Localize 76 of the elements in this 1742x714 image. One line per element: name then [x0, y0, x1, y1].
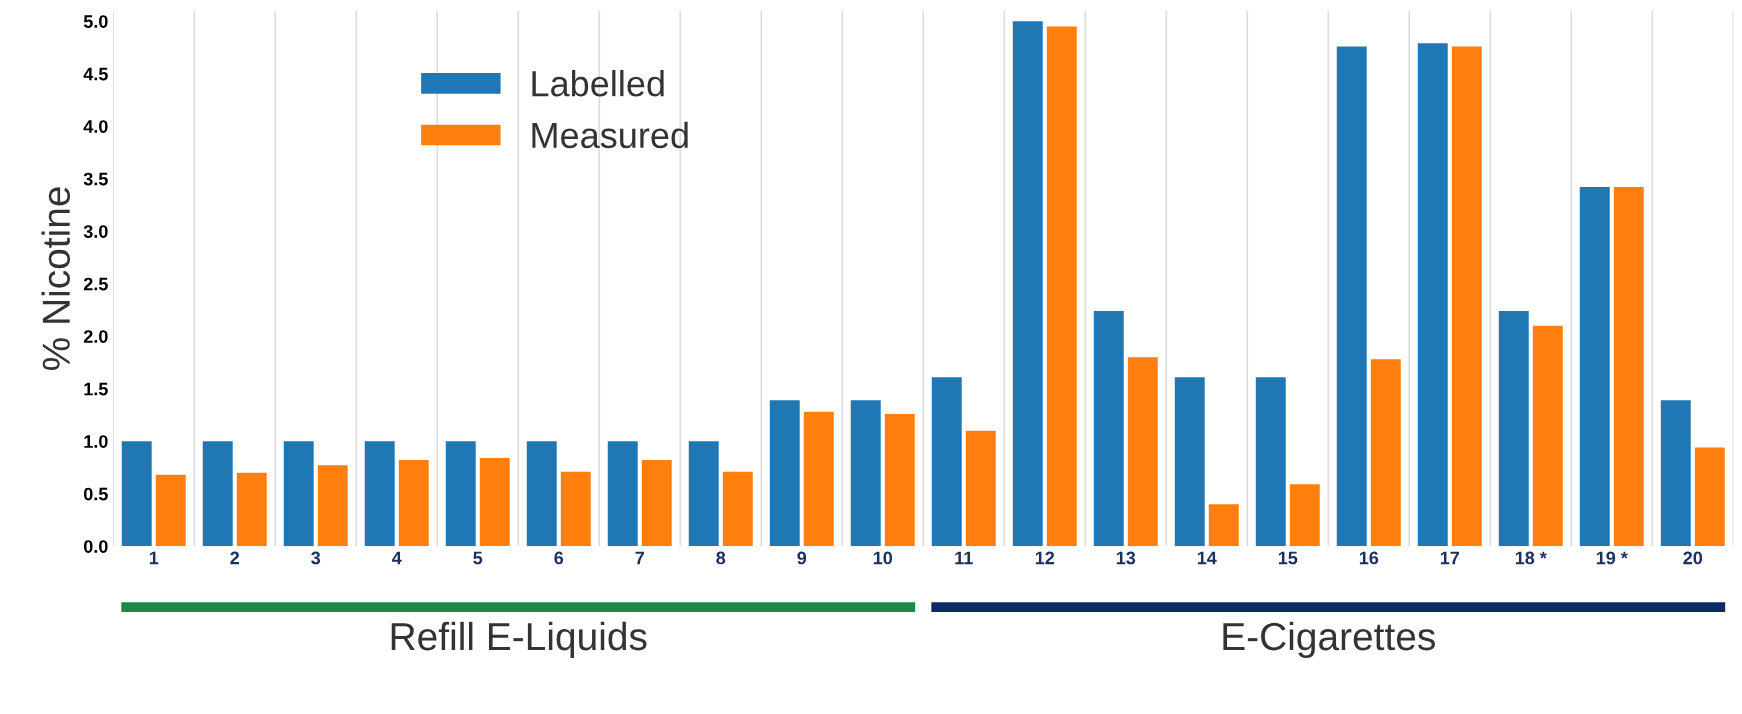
bar	[1694, 447, 1725, 547]
bar	[1289, 484, 1320, 547]
x-tick-label: 9	[797, 551, 807, 565]
bar	[1127, 357, 1158, 547]
bar	[1208, 504, 1239, 547]
x-tick-label: 12	[1035, 551, 1055, 565]
bar	[283, 441, 314, 547]
bar	[1336, 46, 1367, 547]
legend-label: Labelled	[532, 69, 664, 97]
bar	[1451, 46, 1482, 547]
y-tick-label: 4.0	[83, 120, 108, 133]
bar	[850, 400, 881, 547]
x-tick-label: 1	[149, 551, 159, 565]
text: E-Cigarettes	[1223, 621, 1435, 659]
x-tick-label: 4	[391, 551, 402, 565]
y-tick-label: 2.5	[83, 277, 108, 291]
y-tick-label: 1.5	[84, 382, 108, 396]
bar	[965, 430, 996, 547]
x-tick-label: 8	[716, 551, 726, 565]
y-tick-label: 2.0	[83, 330, 108, 343]
y-tick-label: 0.0	[83, 540, 108, 553]
legend-label: Measured	[532, 121, 688, 149]
bar	[526, 441, 557, 547]
bar	[1532, 325, 1563, 547]
bar	[1174, 377, 1205, 547]
bar	[236, 472, 267, 547]
x-tick-label: 14	[1197, 551, 1217, 565]
x-tick-label: 10	[873, 551, 893, 565]
bar	[155, 474, 186, 547]
bar	[364, 441, 395, 547]
y-axis-title: % Nicotine	[41, 187, 71, 371]
y-tick-label: 0.5	[83, 487, 108, 501]
x-tick-label: 16	[1359, 551, 1379, 565]
x-tick-label: 19 *	[1596, 551, 1628, 565]
x-tick-label: 7	[635, 551, 644, 565]
bar	[1046, 26, 1077, 547]
bar	[722, 471, 753, 547]
x-tick-label: 3	[311, 551, 321, 565]
x-tick-label: 15	[1278, 551, 1298, 565]
bar	[688, 441, 719, 547]
bar	[1255, 377, 1286, 547]
bar	[479, 458, 510, 547]
x-tick-label: 5	[473, 551, 483, 565]
bar	[1012, 21, 1043, 547]
x-tick-label: 17	[1440, 551, 1460, 565]
x-tick-label: 18 *	[1515, 551, 1547, 565]
y-tick-label: 1.0	[84, 435, 108, 448]
bar	[317, 465, 348, 547]
bar	[1613, 187, 1644, 547]
bar	[202, 441, 233, 547]
y-tick-label: 3.0	[83, 225, 108, 238]
bar	[607, 441, 638, 547]
bar	[769, 400, 800, 547]
bar	[884, 413, 915, 547]
bar	[1417, 43, 1448, 547]
x-tick-label: 13	[1116, 551, 1136, 565]
y-tick-label: 3.5	[83, 172, 108, 186]
x-tick-label: 6	[554, 551, 564, 565]
bar	[641, 460, 672, 547]
x-tick-label: 2	[230, 551, 240, 565]
bar	[398, 460, 429, 547]
bar	[1579, 187, 1610, 547]
bar	[121, 441, 152, 547]
bar	[1370, 359, 1401, 547]
bar	[445, 441, 476, 547]
bar	[1660, 400, 1691, 547]
bar	[1093, 311, 1124, 547]
bar	[803, 411, 834, 547]
x-tick-label: 20	[1683, 551, 1703, 565]
bar	[560, 471, 591, 547]
bar	[931, 377, 962, 547]
text: Refill E-Liquids	[391, 621, 647, 659]
bar	[1498, 311, 1529, 547]
y-tick-label: 4.5	[83, 67, 108, 81]
x-tick-label: 11	[955, 551, 973, 565]
y-tick-label: 5.0	[83, 15, 108, 28]
